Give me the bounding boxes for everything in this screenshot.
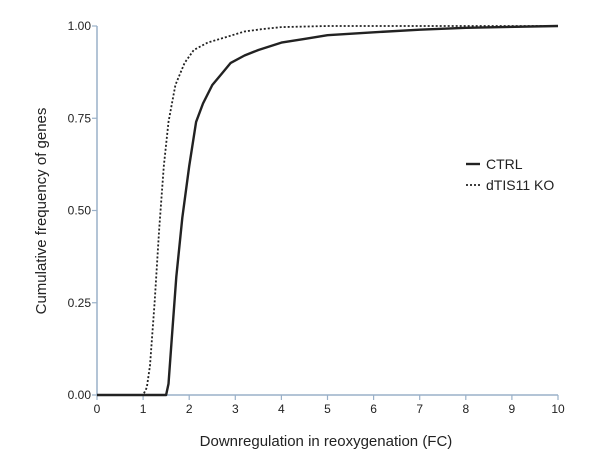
x-tick-label: 1 bbox=[140, 402, 147, 416]
x-ticks: 0 1 2 3 4 5 6 7 8 9 10 bbox=[94, 395, 565, 416]
x-tick-label: 4 bbox=[278, 402, 285, 416]
axes bbox=[96, 26, 558, 396]
y-axis-title: Cumulative frequency of genes bbox=[33, 108, 50, 315]
y-tick-label: 0.25 bbox=[68, 296, 92, 310]
x-tick-label: 7 bbox=[416, 402, 423, 416]
x-tick-label: 2 bbox=[186, 402, 193, 416]
legend-label: CTRL bbox=[486, 156, 523, 172]
x-tick-label: 10 bbox=[551, 402, 565, 416]
legend-label: dTIS11 KO bbox=[486, 177, 554, 193]
x-tick-label: 3 bbox=[232, 402, 239, 416]
legend: CTRL dTIS11 KO bbox=[466, 156, 554, 193]
series-line-ctrl bbox=[97, 24, 559, 397]
series-layer bbox=[97, 24, 559, 397]
y-tick-label: 0.50 bbox=[68, 204, 92, 218]
x-tick-label: 8 bbox=[462, 402, 469, 416]
y-ticks: 0.00 0.25 0.50 0.75 1.00 bbox=[68, 19, 97, 402]
series-line-dtis11-ko bbox=[97, 25, 558, 396]
x-tick-label: 0 bbox=[94, 402, 101, 416]
y-tick-label: 0.75 bbox=[68, 111, 92, 125]
y-tick-label: 1.00 bbox=[68, 19, 92, 33]
x-tick-label: 9 bbox=[509, 402, 516, 416]
y-tick-label: 0.00 bbox=[68, 388, 92, 402]
x-axis-title: Downregulation in reoxygenation (FC) bbox=[200, 433, 453, 450]
x-tick-label: 6 bbox=[370, 402, 377, 416]
x-tick-label: 5 bbox=[324, 402, 331, 416]
